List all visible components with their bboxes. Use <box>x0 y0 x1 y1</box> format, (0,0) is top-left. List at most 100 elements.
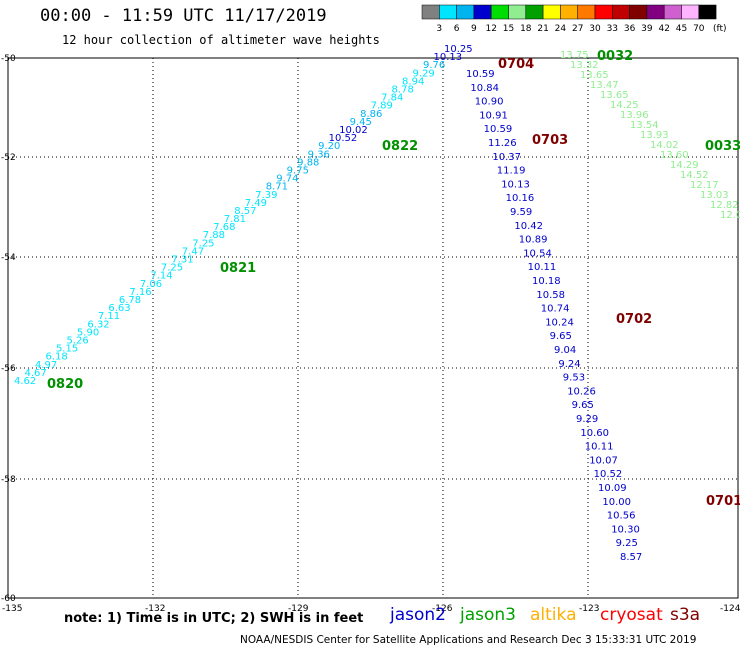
swh-point-label: 9.45 <box>350 117 372 128</box>
track-a-value: 10.59 <box>466 69 495 80</box>
swh-point-label: 9.74 <box>276 174 298 185</box>
swh-point-label: 7.06 <box>140 279 162 290</box>
colorbar-swatch <box>473 4 492 20</box>
pass-time-label: 0032 <box>597 49 633 64</box>
track-a-value: 9.29 <box>576 414 598 425</box>
track-a-value: 10.18 <box>532 276 561 287</box>
colorbar-swatch <box>681 4 700 20</box>
track-a-value: 10.74 <box>541 304 570 315</box>
swh-point-label: 6.18 <box>45 352 67 363</box>
colorbar-swatch <box>663 4 682 20</box>
swh-point-label: 6.78 <box>119 295 141 306</box>
swh-point-label: 7.49 <box>245 198 267 209</box>
swh-point-label: 7.16 <box>129 287 151 298</box>
jason3-value: 13.65 <box>600 90 629 101</box>
colorbar-swatch <box>421 4 440 20</box>
track-a-value: 10.30 <box>611 524 640 535</box>
track-a-value: 10.54 <box>523 248 552 259</box>
y-tick-label: -54 <box>1 253 16 263</box>
jason3-value: 14.02 <box>650 140 679 151</box>
satellite-legend-item: s3a <box>670 605 701 625</box>
colorbar-swatch <box>542 4 561 20</box>
track-a-value: 10.91 <box>479 110 508 121</box>
pass-time-label: 0702 <box>616 312 652 327</box>
swh-point-label: 4.67 <box>24 368 46 379</box>
jason3-value: 12.82 <box>710 200 739 211</box>
track-a-value: 9.24 <box>558 359 580 370</box>
swh-point-label: 9.36 <box>308 149 330 160</box>
colorbar-swatch <box>612 4 630 20</box>
jason3-value: 13.96 <box>620 110 649 121</box>
colorbar-label: 15 <box>503 24 514 34</box>
swh-point-label: 9.76 <box>423 60 445 71</box>
y-tick-label: -50 <box>1 54 16 64</box>
jason3-value: 13.65 <box>580 70 609 81</box>
plot-frame <box>7 57 739 599</box>
jason3-value: 12.04 <box>720 210 740 221</box>
credit-line: NOAA/NESDIS Center for Satellite Applica… <box>240 634 697 646</box>
colorbar-swatch <box>560 4 578 20</box>
y-tick-label: -52 <box>1 153 16 163</box>
swh-point-label: 7.47 <box>182 246 204 257</box>
pass-time-label: 0033 <box>705 139 740 154</box>
track-a-value: 10.07 <box>589 455 618 466</box>
colorbar-label: 42 <box>658 24 669 34</box>
colorbar-unit-label: (ft) <box>713 24 727 34</box>
track-a-value: 10.09 <box>598 483 627 494</box>
colorbar-label: 24 <box>555 24 567 34</box>
track-a-value: 10.84 <box>470 83 499 94</box>
swh-point-label: 7.39 <box>255 190 277 201</box>
page-subtitle: 12 hour collection of altimeter wave hei… <box>62 33 380 47</box>
colorbar-label: 3 <box>436 24 442 34</box>
pass-time-label: 0701 <box>706 494 740 509</box>
colorbar-swatch <box>646 4 665 20</box>
swh-point-label: 7.88 <box>203 230 225 241</box>
pass-time-label: 0822 <box>382 139 418 154</box>
jason3-value: 13.60 <box>660 150 689 161</box>
swh-point-label: 5.90 <box>77 327 99 338</box>
swh-point-label: 10.25 <box>444 44 473 55</box>
colorbar-label: 36 <box>624 24 636 34</box>
track-a-value: 10.89 <box>519 235 548 246</box>
track-a-value: 10.11 <box>585 442 614 453</box>
swh-point-label: 5.15 <box>56 344 78 355</box>
colorbar-swatch <box>629 4 648 20</box>
colorbar-swatch <box>439 4 457 20</box>
track-a-value: 10.13 <box>501 179 530 190</box>
track-a-value: 10.26 <box>567 386 596 397</box>
track-a-value: 10.59 <box>484 124 513 135</box>
colorbar-label: 12 <box>485 24 496 34</box>
jason3-value: 13.47 <box>590 80 619 91</box>
satellite-legend-item: cryosat <box>600 605 663 625</box>
track-a-value: 10.37 <box>492 152 521 163</box>
track-a-value: 11.19 <box>497 166 526 177</box>
x-tick-label: -132 <box>145 604 165 614</box>
y-tick-label: -56 <box>1 364 16 374</box>
jason3-value: 13.75 <box>560 50 589 61</box>
track-a-value: 10.52 <box>594 469 623 480</box>
track-a-value: 10.56 <box>607 511 636 522</box>
footer-note: note: 1) Time is in UTC; 2) SWH is in fe… <box>64 611 364 626</box>
track-a-value: 9.04 <box>554 345 576 356</box>
colorbar-label: 27 <box>572 24 583 34</box>
swh-point-label: 7.25 <box>161 263 183 274</box>
track-a-value: 9.53 <box>563 373 585 384</box>
pass-time-label: 0820 <box>47 377 83 392</box>
jason3-value: 13.54 <box>630 120 659 131</box>
swh-point-label: 9.20 <box>318 141 340 152</box>
track-a-value: 10.00 <box>602 497 631 508</box>
track-a-value: 9.25 <box>616 538 638 549</box>
colorbar-label: 21 <box>537 24 548 34</box>
colorbar-swatch <box>456 4 475 20</box>
track-a-value: 10.16 <box>506 193 535 204</box>
x-tick-label: -135 <box>2 604 22 614</box>
colorbar-swatch <box>698 4 717 20</box>
swh-point-label: 8.86 <box>360 109 382 120</box>
swh-point-label: 10.13 <box>434 52 463 63</box>
colorbar-label: 6 <box>454 24 460 34</box>
page-title: 00:00 - 11:59 UTC 11/17/2019 <box>40 6 327 26</box>
swh-point-label: 6.63 <box>108 303 130 314</box>
jason3-value: 14.52 <box>680 170 709 181</box>
swh-point-label: 7.81 <box>224 214 246 225</box>
